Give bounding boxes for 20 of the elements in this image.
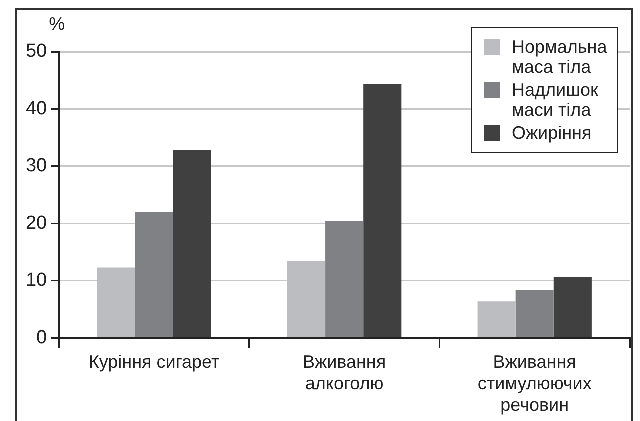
y-tick-label: 20 [26, 212, 48, 234]
bar [173, 150, 212, 338]
bar [516, 290, 554, 338]
y-tick-label: 50 [26, 41, 48, 62]
legend-label: Нормальна маса тіла [512, 37, 608, 77]
bar [478, 302, 516, 338]
y-tick-label: 0 [36, 327, 48, 348]
bar [326, 221, 364, 338]
y-tick-label: 30 [26, 156, 48, 177]
bar [364, 84, 402, 338]
y-tick-label: 10 [26, 270, 48, 292]
x-tick-label: Куріння сигарет [88, 352, 220, 372]
legend-label: Ожиріння [512, 123, 592, 143]
bar [135, 212, 174, 338]
legend-label: Надлишок маси тіла [512, 80, 598, 120]
y-tick-label: 40 [26, 98, 48, 120]
x-tick-label: Вживання стимулюючих речовин [478, 352, 592, 416]
y-axis-title: % [49, 14, 66, 34]
x-tick-label: Вживання алкоголю [303, 352, 386, 394]
bar [554, 276, 592, 338]
